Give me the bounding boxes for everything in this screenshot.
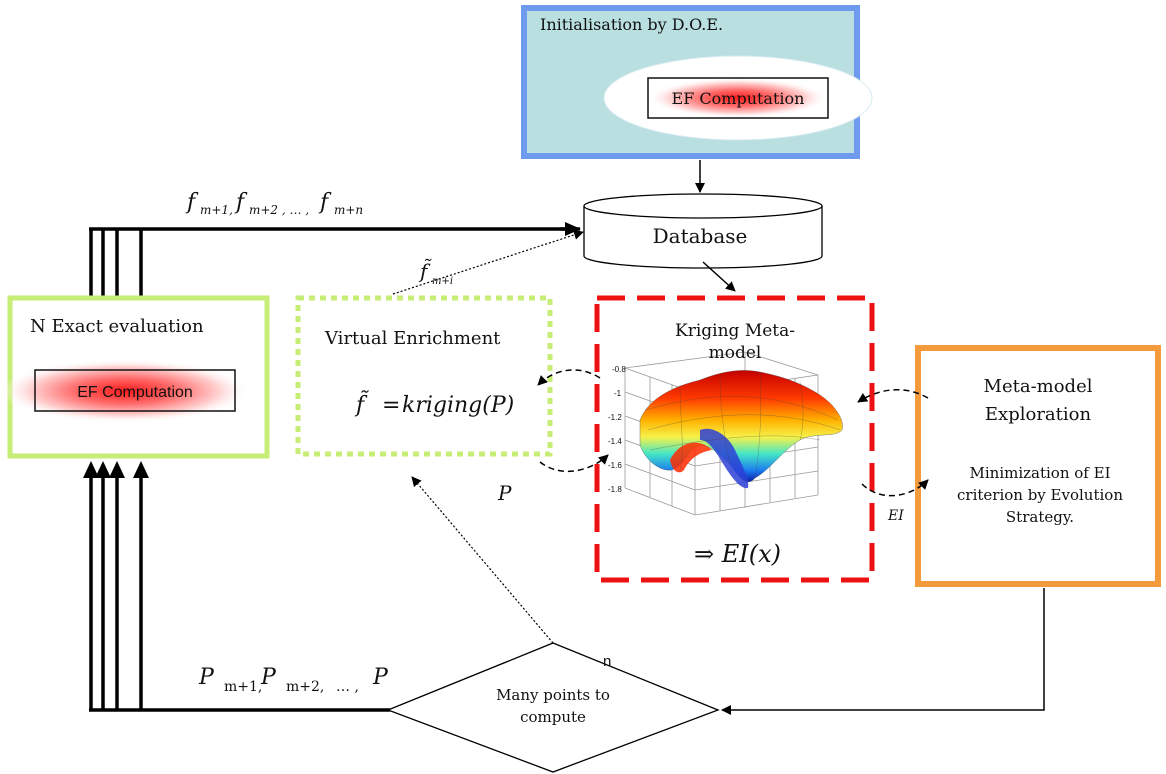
f-label-group: f m+1, f m+2 , … , f m+n: [185, 190, 363, 217]
arrow-kriging-to-virtual: [537, 369, 601, 386]
exact-eval-title: N Exact evaluation: [30, 316, 204, 337]
decision-n-label: n: [603, 653, 611, 670]
decision-line-2: compute: [520, 708, 586, 726]
p-label-middle: P: [497, 481, 512, 505]
f-tilde-base: f̃: [418, 259, 433, 283]
formula-rhs: kriging(P): [402, 393, 514, 418]
arrow-decision-to-virtual: [411, 476, 554, 644]
p1-sub: m+1,: [224, 679, 262, 695]
formula-eq: =: [382, 393, 400, 418]
exploration-desc-1: Minimization of EI: [970, 464, 1111, 482]
exact-ef-label: EF Computation: [77, 384, 193, 401]
virtual-enrichment-title: Virtual Enrichment: [324, 328, 501, 349]
arrow-kriging-to-exploration: [861, 479, 929, 497]
decision-diamond: Many points to compute: [386, 642, 720, 773]
exact-eval-glow: [0, 359, 250, 423]
f2-base: f: [234, 190, 248, 215]
init-ef-label: EF Computation: [672, 89, 805, 108]
feedback-lines-top: [89, 227, 566, 296]
f1-base: f: [185, 190, 199, 215]
f3-sub: m+n: [334, 203, 363, 217]
z-tick: -1.8: [608, 485, 622, 494]
virtual-enrichment-frame: [295, 295, 553, 457]
exploration-desc-2: criterion by Evolution: [957, 486, 1123, 504]
p3-base: P: [372, 665, 389, 690]
dashed-connectors: [537, 369, 929, 497]
kriging-title-2: model: [709, 343, 762, 363]
arrow-virtual-to-database: [392, 230, 584, 295]
p-ellipsis: … ,: [336, 679, 359, 695]
p-label-group: P m+1, P m+2, … , P: [198, 665, 389, 695]
bottom-arrowheads: [83, 461, 149, 478]
f3-base: f: [318, 190, 332, 215]
exploration-title-1: Meta-model: [984, 376, 1093, 397]
init-box: Initialisation by D.O.E. EF Computation: [521, 5, 873, 159]
z-tick: -1.4: [608, 437, 622, 446]
f-tilde-sub: m+i: [432, 276, 453, 287]
f2-sub: m+2 , … ,: [249, 203, 309, 217]
arrow-database-to-kriging: [702, 261, 736, 292]
exploration-box: Meta-model Exploration Minimization of E…: [915, 345, 1161, 587]
kriging-box: -0.8 -1 -1.2 -1.4 -1.6 -1.8 Kriging Meta…: [594, 295, 875, 583]
ei-label: EI: [887, 508, 904, 524]
decision-shape: [386, 642, 720, 773]
exact-ef-box: [34, 369, 236, 412]
z-ticks: -0.8 -1 -1.2 -1.4 -1.6 -1.8: [608, 365, 626, 494]
z-tick: -1.2: [608, 413, 622, 422]
p1-base: P: [198, 665, 215, 690]
z-tick: -1.6: [608, 461, 622, 470]
virtual-enrichment-box: Virtual Enrichment f̃ = kriging(P): [295, 295, 553, 457]
z-tick: -0.8: [612, 365, 626, 374]
kriging-title-1: Kriging Meta-: [675, 321, 795, 341]
p2-base: P: [260, 665, 277, 690]
surface-trough: [700, 428, 749, 489]
exploration-frame: [915, 345, 1161, 587]
exploration-title-2: Exploration: [985, 404, 1092, 425]
database-cylinder: Database: [583, 193, 823, 269]
z-tick: -1: [614, 389, 622, 398]
exact-eval-box: N Exact evaluation EF Computation: [0, 295, 270, 459]
decision-line-1: Many points to: [496, 686, 610, 704]
p2-sub: m+2,: [286, 679, 324, 695]
exploration-desc-3: Strategy.: [1006, 508, 1074, 526]
arrow-exploration-to-decision: [721, 588, 1045, 715]
surface-peak: [670, 442, 712, 473]
init-ef-box: [647, 77, 829, 119]
surface-mesh: [644, 371, 841, 479]
database-label: Database: [653, 224, 748, 248]
f1-sub: m+1,: [200, 203, 233, 217]
feedback-lines-bottom: [89, 478, 390, 712]
init-box-title: Initialisation by D.O.E.: [540, 15, 723, 34]
kriging-formula: ⇒ EI(x): [694, 540, 781, 568]
